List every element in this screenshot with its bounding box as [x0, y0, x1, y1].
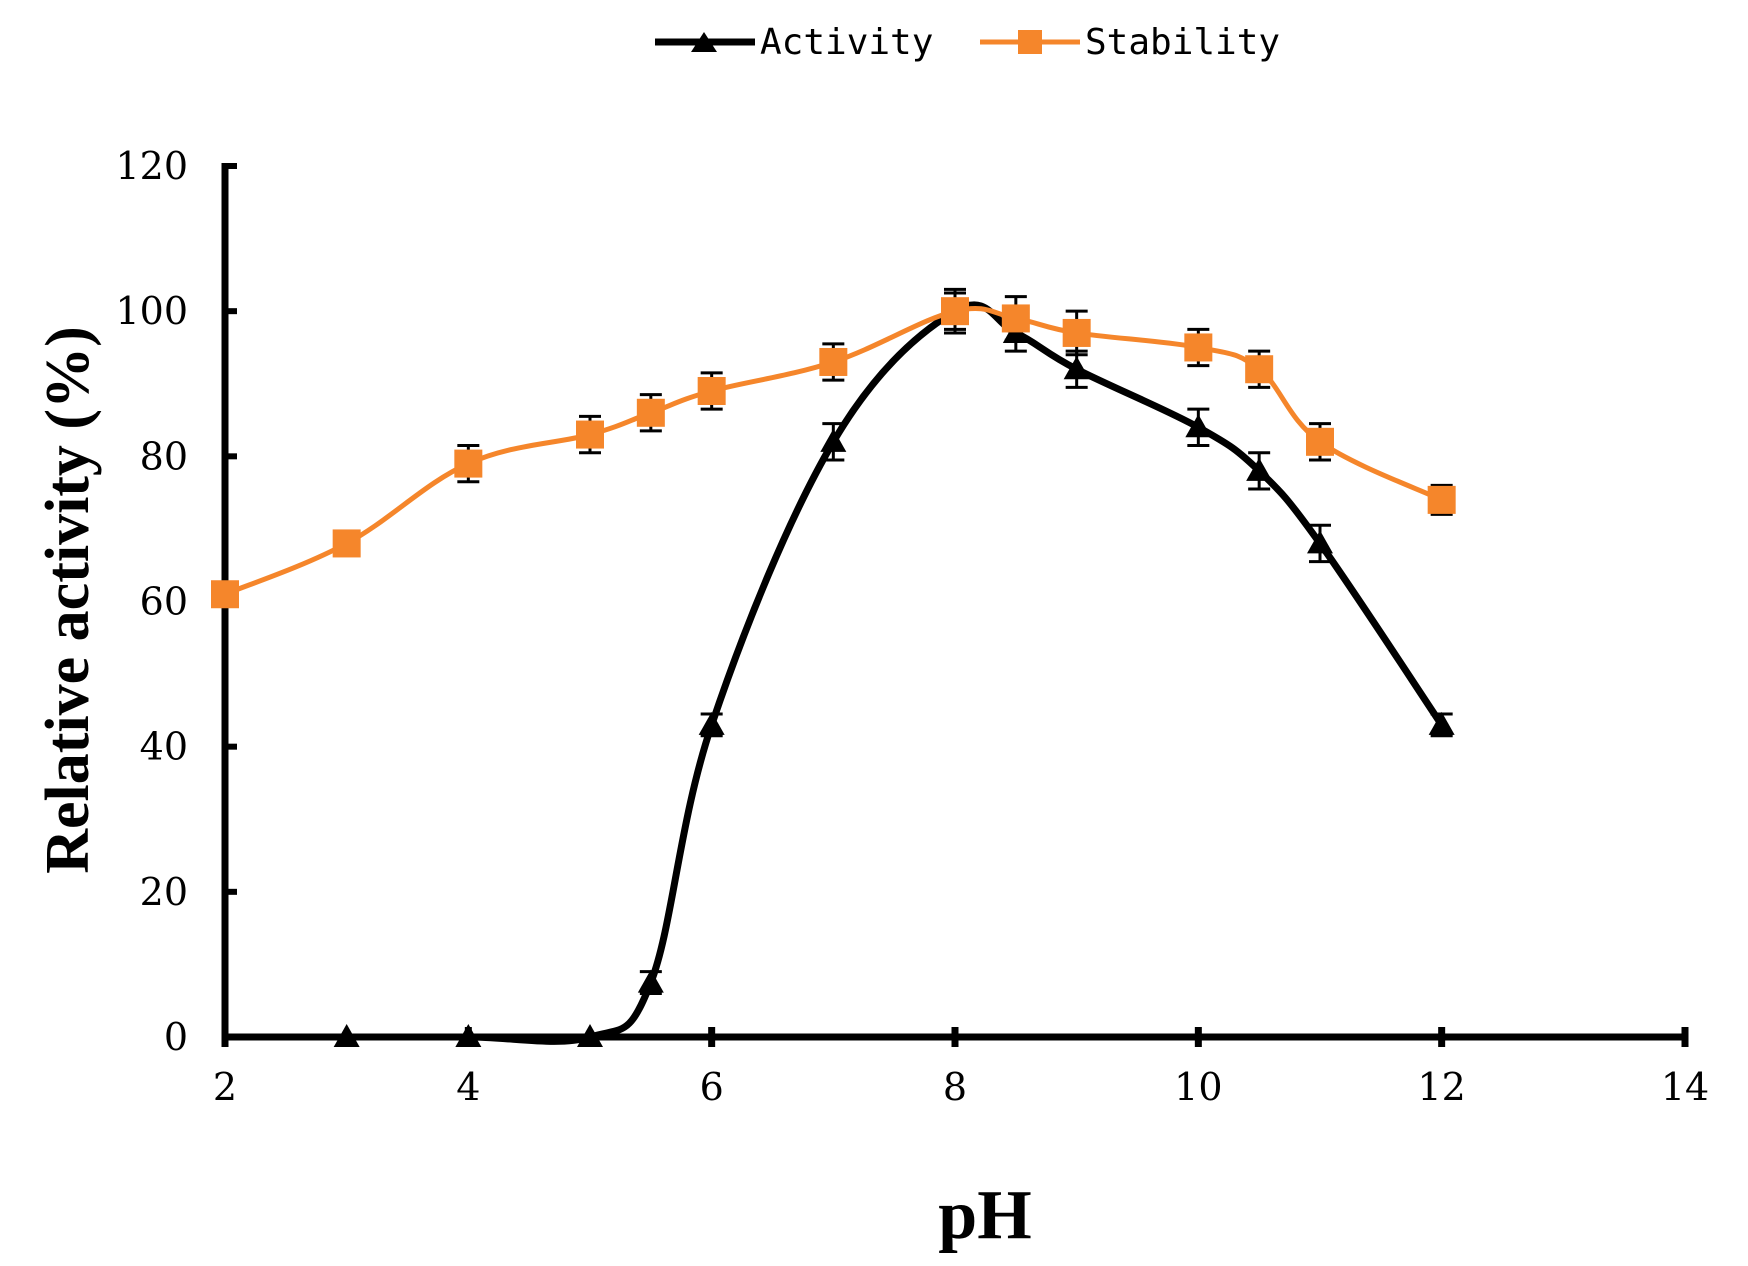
legend-label-activity: Activity [760, 22, 933, 63]
data-point-stability [941, 297, 969, 326]
data-point-activity [1185, 414, 1212, 438]
series-line-activity [346, 301, 1445, 1045]
legend-marker-activity [691, 32, 717, 52]
x-tick-label: 10 [1174, 1065, 1222, 1109]
data-point-activity [637, 969, 664, 993]
data-point-stability [1245, 355, 1274, 384]
y-tick-label: 60 [140, 580, 188, 624]
y-tick-label: 0 [164, 1015, 188, 1059]
series-stability [211, 287, 1456, 609]
data-point-stability [697, 377, 726, 406]
data-point-activity [698, 711, 725, 735]
x-axis-title: pH [938, 1177, 1031, 1254]
legend-marker-stability [1018, 30, 1042, 54]
x-tick-label: 8 [943, 1065, 967, 1109]
data-point-stability [211, 580, 239, 609]
data-point-activity [455, 1024, 482, 1047]
data-point-stability [819, 347, 848, 376]
legend-item-stability: Stability [980, 22, 1280, 63]
data-point-activity [820, 428, 847, 452]
x-tick-label: 14 [1661, 1065, 1709, 1109]
data-point-stability [1427, 485, 1456, 514]
y-ticks: 0 20 40 60 80 100 120 [115, 144, 237, 1059]
x-tick-label: 4 [456, 1065, 480, 1109]
legend: Activity Stability [655, 22, 1280, 63]
y-tick-label: 100 [115, 289, 188, 333]
x-tick-label: 12 [1417, 1065, 1465, 1109]
y-tick-label: 120 [115, 144, 188, 188]
x-ticks: 2 4 6 8 10 12 14 [213, 1027, 1709, 1109]
x-tick-label: 6 [700, 1065, 724, 1109]
data-point-stability [332, 529, 361, 558]
data-point-stability [576, 420, 604, 449]
data-point-stability [454, 449, 483, 478]
y-tick-label: 40 [140, 725, 188, 769]
data-point-activity [1307, 530, 1333, 554]
data-point-activity [577, 1024, 603, 1047]
data-point-activity [1246, 457, 1273, 481]
legend-label-stability: Stability [1085, 22, 1280, 63]
data-point-stability [1184, 333, 1213, 362]
data-point-stability [636, 398, 665, 427]
data-point-activity [1428, 711, 1455, 735]
y-axis-title: Relative activity (%) [34, 326, 102, 873]
series-layer [211, 287, 1456, 1047]
data-point-stability [1062, 318, 1091, 347]
y-tick-label: 80 [140, 434, 188, 478]
x-tick-label: 2 [213, 1065, 237, 1109]
data-point-stability [1306, 427, 1334, 456]
data-point-activity [1063, 356, 1090, 380]
data-point-stability [1001, 304, 1030, 333]
legend-item-activity: Activity [655, 22, 933, 63]
y-tick-label: 20 [140, 870, 188, 914]
data-point-activity [333, 1024, 360, 1047]
